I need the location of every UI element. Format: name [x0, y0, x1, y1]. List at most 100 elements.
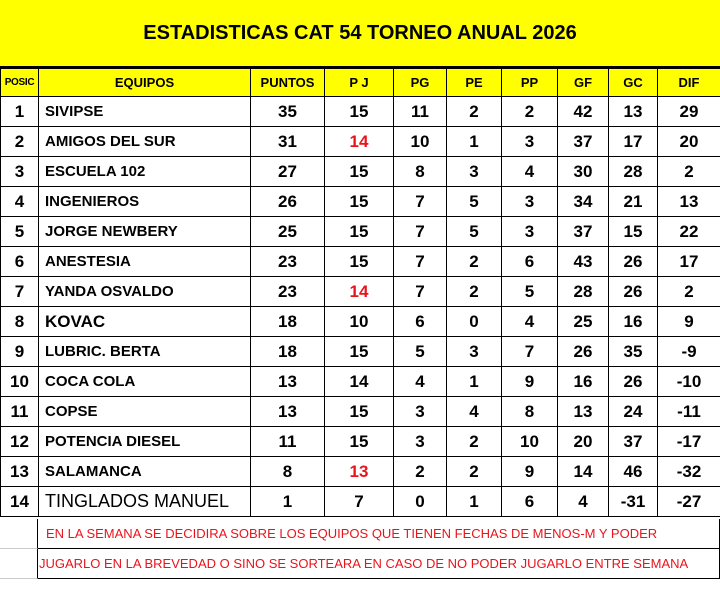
cell-pj: 7 [324, 486, 394, 517]
table-row: 8 KOVAC 18 10 6 0 4 25 16 9 [0, 306, 720, 337]
cell-pe: 0 [446, 306, 502, 337]
cell-dif: 29 [657, 96, 720, 127]
cell-pp: 7 [501, 336, 558, 367]
cell-pts: 23 [250, 276, 325, 307]
cell-dif: -32 [657, 456, 720, 487]
cell-pp: 2 [501, 96, 558, 127]
cell-pj: 15 [324, 396, 394, 427]
cell-pos: 11 [0, 396, 39, 427]
cell-gc: -31 [608, 486, 658, 517]
cell-pg: 7 [393, 276, 447, 307]
cell-gc: 21 [608, 186, 658, 217]
cell-pp: 8 [501, 396, 558, 427]
cell-pts: 31 [250, 126, 325, 157]
cell-pg: 0 [393, 486, 447, 517]
cell-dif: 9 [657, 306, 720, 337]
cell-pts: 13 [250, 396, 325, 427]
note-text-1: EN LA SEMANA SE DECIDIRA SOBRE LOS EQUIP… [38, 519, 720, 549]
cell-pe: 1 [446, 486, 502, 517]
header-pj: P J [324, 68, 394, 97]
note-spacer [0, 549, 38, 579]
cell-pj: 15 [324, 336, 394, 367]
cell-pp: 6 [501, 486, 558, 517]
cell-gc: 15 [608, 216, 658, 247]
note-row-1: EN LA SEMANA SE DECIDIRA SOBRE LOS EQUIP… [0, 519, 720, 549]
cell-dif: 2 [657, 276, 720, 307]
header-pp: PP [501, 68, 558, 97]
cell-team: YANDA OSVALDO [38, 276, 251, 307]
cell-team: ANESTESIA [38, 246, 251, 277]
cell-gf: 20 [557, 426, 609, 457]
cell-gf: 28 [557, 276, 609, 307]
cell-pp: 3 [501, 216, 558, 247]
cell-dif: -27 [657, 486, 720, 517]
cell-pp: 9 [501, 366, 558, 397]
cell-pe: 2 [446, 456, 502, 487]
cell-pos: 13 [0, 456, 39, 487]
cell-pos: 2 [0, 126, 39, 157]
cell-pe: 2 [446, 426, 502, 457]
cell-gf: 4 [557, 486, 609, 517]
cell-pp: 5 [501, 276, 558, 307]
cell-pos: 12 [0, 426, 39, 457]
cell-gf: 25 [557, 306, 609, 337]
note-text-2: JUGARLO EN LA BREVEDAD O SINO SE SORTEAR… [38, 549, 720, 579]
cell-pj: 15 [324, 96, 394, 127]
cell-pp: 4 [501, 306, 558, 337]
cell-pg: 10 [393, 126, 447, 157]
cell-dif: 2 [657, 156, 720, 187]
cell-gc: 35 [608, 336, 658, 367]
note-row-2: JUGARLO EN LA BREVEDAD O SINO SE SORTEAR… [0, 549, 720, 579]
cell-gf: 43 [557, 246, 609, 277]
cell-pj: 15 [324, 156, 394, 187]
cell-pg: 5 [393, 336, 447, 367]
table-row: 1 SIVIPSE 35 15 11 2 2 42 13 29 [0, 96, 720, 127]
header-posic: POSIC [0, 68, 39, 97]
header-gf: GF [557, 68, 609, 97]
cell-pe: 2 [446, 96, 502, 127]
cell-pos: 8 [0, 306, 39, 337]
cell-pg: 6 [393, 306, 447, 337]
cell-pts: 18 [250, 336, 325, 367]
cell-pp: 9 [501, 456, 558, 487]
cell-pos: 5 [0, 216, 39, 247]
cell-team: POTENCIA DIESEL [38, 426, 251, 457]
cell-team: JORGE NEWBERY [38, 216, 251, 247]
table-row: 6 ANESTESIA 23 15 7 2 6 43 26 17 [0, 246, 720, 277]
cell-pts: 23 [250, 246, 325, 277]
table-row: 5 JORGE NEWBERY 25 15 7 5 3 37 15 22 [0, 216, 720, 247]
cell-pts: 1 [250, 486, 325, 517]
cell-dif: 17 [657, 246, 720, 277]
cell-pg: 3 [393, 396, 447, 427]
header-pe: PE [446, 68, 502, 97]
table-row: 9 LUBRIC. BERTA 18 15 5 3 7 26 35 -9 [0, 336, 720, 367]
cell-pg: 3 [393, 426, 447, 457]
cell-pos: 7 [0, 276, 39, 307]
cell-gf: 26 [557, 336, 609, 367]
cell-gf: 34 [557, 186, 609, 217]
cell-gc: 26 [608, 366, 658, 397]
table-row: 4 INGENIEROS 26 15 7 5 3 34 21 13 [0, 186, 720, 217]
cell-pts: 18 [250, 306, 325, 337]
cell-gc: 13 [608, 96, 658, 127]
header-gc: GC [608, 68, 658, 97]
cell-gf: 30 [557, 156, 609, 187]
cell-pj: 15 [324, 186, 394, 217]
cell-pos: 1 [0, 96, 39, 127]
table-row: 12 POTENCIA DIESEL 11 15 3 2 10 20 37 -17 [0, 426, 720, 457]
cell-pg: 8 [393, 156, 447, 187]
cell-pp: 6 [501, 246, 558, 277]
cell-team: ESCUELA 102 [38, 156, 251, 187]
cell-dif: 22 [657, 216, 720, 247]
cell-gf: 13 [557, 396, 609, 427]
cell-pts: 27 [250, 156, 325, 187]
standings-table: POSIC EQUIPOS PUNTOS P J PG PE PP GF GC … [0, 68, 720, 517]
cell-pos: 3 [0, 156, 39, 187]
cell-team: KOVAC [38, 306, 251, 337]
table-row: 11 COPSE 13 15 3 4 8 13 24 -11 [0, 396, 720, 427]
cell-pg: 4 [393, 366, 447, 397]
cell-team: AMIGOS DEL SUR [38, 126, 251, 157]
cell-pg: 7 [393, 216, 447, 247]
cell-gc: 24 [608, 396, 658, 427]
cell-gc: 37 [608, 426, 658, 457]
